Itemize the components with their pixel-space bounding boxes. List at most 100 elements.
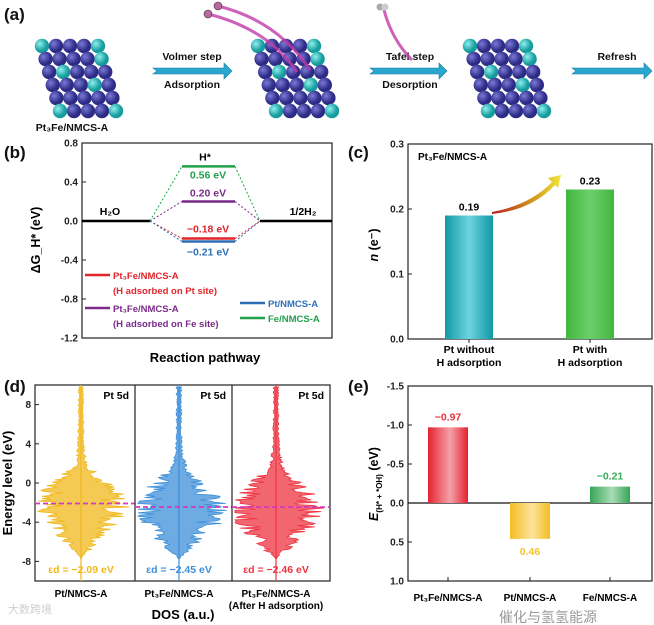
fe-atom	[56, 64, 71, 80]
pt-atom	[80, 51, 95, 67]
y-tick-label: 0.0	[390, 499, 404, 510]
fe-atom	[518, 38, 534, 54]
panel-label-d: (d)	[4, 377, 26, 396]
subpanel-label: Pt₃Fe/NMCS-A	[241, 589, 310, 600]
y-tick-label: 0.0	[390, 335, 404, 346]
fe-atom	[522, 51, 537, 67]
subpanel-label-2: (After H adsorption)	[229, 601, 323, 612]
connector-line	[149, 166, 261, 222]
fe-atom	[515, 77, 530, 93]
step-arrow-3	[571, 62, 653, 80]
orbital-label: Pt 5d	[298, 390, 324, 402]
y-axis-title: Energy level (eV)	[0, 431, 15, 536]
pt-atom	[73, 77, 89, 93]
step-label-refresh: Refresh	[597, 51, 636, 63]
fe-atom	[108, 103, 124, 119]
y-tick-label: 1.0	[390, 577, 404, 588]
proton-icon	[203, 9, 213, 19]
orbital-label: Pt 5d	[200, 390, 226, 402]
y-axis-title: E(H* + *OH) (eV)	[367, 447, 384, 521]
h2-molecule-icon	[376, 3, 384, 11]
y-tick-label: 0.1	[390, 270, 404, 281]
step-arrow-1	[152, 62, 233, 80]
pt-atom	[296, 103, 312, 119]
x-tick-label: Pt/NMCS-A	[504, 593, 557, 604]
pt-atom	[282, 51, 297, 67]
legend-note: (H adsorbed on Fe site)	[113, 319, 219, 330]
pt-atom	[49, 90, 64, 106]
pt-atom	[292, 38, 308, 54]
scheme-panel: Pt₃Fe/NMCS-A Volmer step Adsorption Tafe…	[34, 1, 653, 134]
x-tick-label: H adsorption	[558, 357, 623, 369]
bar-0	[428, 427, 468, 503]
state-label-h-star: H*	[199, 152, 212, 164]
x-axis-title: Reaction pathway	[150, 350, 261, 365]
bar-value-label: −0.97	[435, 411, 462, 423]
h2-trail	[382, 9, 414, 62]
pt-atom	[470, 64, 485, 80]
y-tick-label: -1.2	[61, 334, 79, 345]
pt-atom	[310, 103, 326, 119]
pt-atom	[80, 103, 96, 119]
d-band-center-label: εd = −2.45 eV	[146, 564, 212, 576]
x-axis-title: DOS (a.u.)	[152, 607, 215, 622]
pt-atom	[487, 77, 502, 93]
pt-atom	[59, 77, 74, 93]
pt-atom	[261, 77, 276, 93]
legend-label: Pt₃Fe/NMCS-A	[113, 304, 179, 315]
energy-value-label: −0.21 eV	[187, 246, 229, 258]
dos-area-2	[234, 386, 324, 560]
subpanel-label: Pt₃Fe/NMCS-A	[144, 589, 213, 600]
pt-atom	[512, 64, 527, 80]
y-axis-title-sub: (H* + *OH)	[375, 474, 384, 513]
h2-molecule-icon	[381, 3, 389, 11]
energy-value-label: 0.56 eV	[190, 169, 226, 181]
pt-atom	[278, 38, 294, 54]
y-tick-label: 0.3	[390, 140, 404, 151]
energy-value-label: −0.18 eV	[187, 224, 229, 236]
catalyst-slab-3	[462, 38, 552, 119]
pt-atom	[42, 64, 57, 80]
step-label-desorption: Desorption	[382, 79, 437, 91]
legend-note: (H adsorbed on Pt site)	[113, 286, 217, 297]
d-band-center-label: εd = −2.09 eV	[48, 564, 114, 576]
panel-label-b: (b)	[4, 143, 26, 162]
y-tick-label: 0.8	[64, 139, 78, 150]
plot-frame	[81, 142, 333, 339]
pt-atom	[45, 77, 60, 93]
pt-atom	[258, 64, 273, 80]
dos-chart: DOS (a.u.) Energy level (eV) 大数跨境 8 4 0 -4 -…	[0, 384, 331, 622]
fe-atom	[536, 103, 552, 119]
pt-atom	[480, 51, 495, 67]
y-tick-label: -0.5	[387, 460, 405, 471]
pt-atom	[314, 64, 329, 80]
proton-trail	[207, 12, 299, 73]
catalyst-slab-1	[34, 38, 124, 119]
fe-atom	[90, 38, 106, 54]
y-tick-label: 0.4	[64, 178, 78, 189]
pt-atom	[77, 90, 92, 106]
y-tick-label: -8	[22, 557, 31, 568]
x-tick-label: Pt without	[444, 344, 495, 356]
pt-atom	[321, 90, 336, 106]
pt-atom	[66, 103, 82, 119]
x-tick-label: H adsorption	[437, 357, 502, 369]
pt-atom	[91, 90, 106, 106]
plot-frame	[407, 143, 653, 340]
watermark-left: 大数跨境	[8, 602, 52, 616]
state-label-h2o: H₂O	[100, 206, 120, 218]
pt-atom	[317, 77, 332, 93]
bar-value-label: −0.21	[597, 471, 624, 483]
proton-trail	[217, 4, 312, 71]
pt-atom	[504, 38, 520, 54]
pt-atom	[533, 90, 548, 106]
fe-atom	[52, 103, 68, 119]
fe-atom	[310, 51, 325, 67]
y-axis-title-unit: (eV)	[367, 447, 381, 474]
bar-value-label: 0.23	[580, 176, 601, 188]
y-tick-label: 4	[25, 439, 31, 450]
y-axis-title-unit: (e⁻)	[367, 229, 381, 254]
pt-atom	[505, 90, 520, 106]
fe-atom	[462, 38, 478, 54]
